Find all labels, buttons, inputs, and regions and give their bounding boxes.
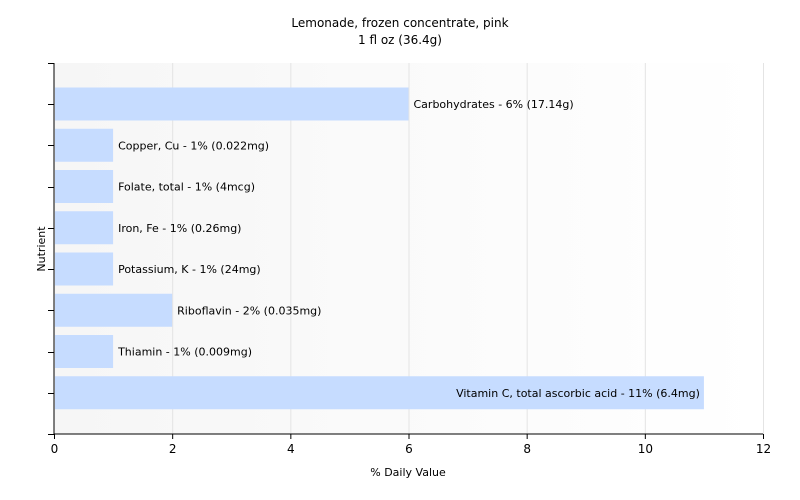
bar-label-5: Riboflavin - 2% (0.035mg) [177,304,321,317]
bar-label-7: Vitamin C, total ascorbic acid - 11% (6.… [456,387,700,400]
bar-2 [55,170,114,203]
bar-1 [55,128,114,162]
x-tick-label-12: 12 [756,442,771,456]
x-tick-label-10: 10 [638,442,653,456]
y-axis-title: Nutrient [35,226,48,272]
bar-4 [55,252,114,286]
grid-lines [172,63,764,434]
bars-group [55,87,704,410]
x-tick-label-2: 2 [169,442,177,456]
bar-labels-group: Carbohydrates - 6% (17.14g) Copper, Cu - … [117,98,700,400]
bar-label-2: Folate, total - 1% (4mcg) [118,181,255,194]
x-tick-label-0: 0 [51,442,59,456]
bar-label-0: Carbohydrates - 6% (17.14g) [414,98,574,111]
bar-label-4: Potassium, K - 1% (24mg) [118,263,261,276]
bar-0 [55,87,409,121]
x-tick-label-6: 6 [405,442,413,456]
bar-label-1: Copper, Cu - 1% (0.022mg) [118,139,269,152]
x-tick-label-4: 4 [287,442,295,456]
y-axis-ticks [48,63,54,435]
chart-title: Lemonade, frozen concentrate, pink [291,16,508,30]
bar-3 [55,211,114,245]
bar-6 [55,335,114,368]
x-axis-ticks: 0 2 4 6 8 10 12 [51,434,771,456]
x-axis-title: % Daily Value [370,466,446,479]
bar-5 [55,293,173,327]
chart-subtitle: 1 fl oz (36.4g) [358,33,442,47]
bar-label-6: Thiamin - 1% (0.009mg) [117,346,252,359]
bar-label-3: Iron, Fe - 1% (0.26mg) [118,222,241,235]
bar-7 [55,376,704,410]
x-tick-label-8: 8 [523,442,531,456]
